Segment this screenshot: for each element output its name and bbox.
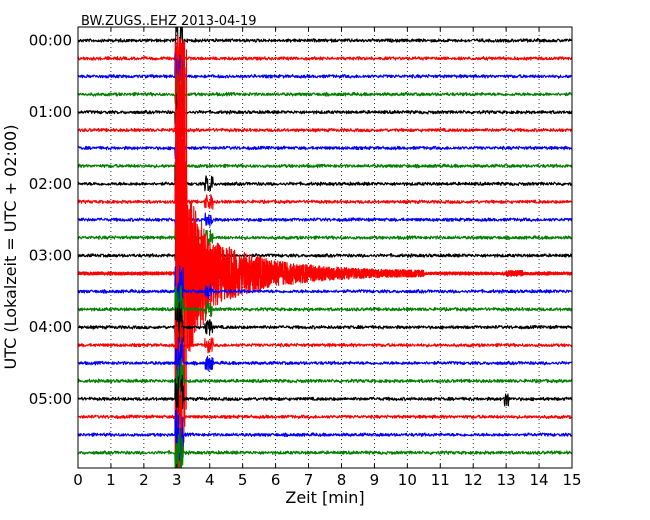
traces — [78, 27, 572, 468]
x-tick-label: 10 — [398, 471, 417, 489]
trace-row — [78, 409, 572, 461]
trace-row — [78, 122, 572, 170]
x-tick-label: 14 — [530, 471, 549, 489]
trace-row — [78, 178, 572, 225]
x-tick-label: 1 — [106, 471, 116, 489]
y-tick-label: 05:00 — [29, 390, 72, 408]
trace-row — [78, 212, 572, 262]
trace-row — [78, 284, 572, 333]
trace-row — [78, 27, 572, 66]
y-axis: 00:00 01:00 02:00 03:00 04:00 05:00 — [29, 32, 572, 408]
y-tick-label: 04:00 — [29, 318, 72, 336]
y-tick-label: 02:00 — [29, 175, 72, 193]
trace-row — [78, 358, 572, 406]
y-tick-label: 03:00 — [29, 247, 72, 265]
x-axis-label: Zeit [min] — [285, 488, 364, 507]
trace-row — [78, 301, 572, 354]
trace-row — [78, 233, 572, 281]
trace-row — [78, 72, 572, 120]
x-tick-label: 7 — [304, 471, 314, 489]
trace-row — [78, 391, 572, 440]
x-tick-label: 4 — [205, 471, 215, 489]
trace-row — [78, 34, 572, 468]
x-tick-label: 9 — [370, 471, 380, 489]
trace-row — [78, 265, 572, 316]
x-axis: 0 1 2 3 4 5 6 7 8 9 10 11 12 13 14 15 — [73, 27, 582, 489]
x-tick-label: 11 — [431, 471, 450, 489]
trace-row — [78, 87, 572, 138]
trace-row — [78, 337, 572, 384]
plot-frame — [77, 26, 573, 469]
x-tick-label: 13 — [497, 471, 516, 489]
x-tick-label: 15 — [562, 471, 581, 489]
trace-row — [78, 36, 572, 81]
x-tick-label: 8 — [337, 471, 347, 489]
trace-row — [78, 157, 572, 203]
x-tick-label: 6 — [271, 471, 281, 489]
x-tick-label: 2 — [139, 471, 149, 489]
trace-row — [78, 104, 572, 154]
trace-row — [78, 374, 572, 425]
trace-row — [78, 319, 572, 371]
x-tick-label: 12 — [464, 471, 483, 489]
y-tick-label: 00:00 — [29, 32, 72, 50]
chart-title: BW.ZUGS..EHZ 2013-04-19 — [81, 14, 257, 29]
x-tick-label: 3 — [172, 471, 182, 489]
trace-row — [78, 140, 572, 192]
x-tick-label: 5 — [238, 471, 248, 489]
trace-row — [78, 52, 572, 102]
trace-row — [78, 427, 572, 468]
x-tick-label: 0 — [73, 471, 83, 489]
y-tick-label: 01:00 — [29, 103, 72, 121]
y-axis-label: UTC (Lokalzeit = UTC + 02:00) — [1, 125, 20, 370]
trace-row — [78, 193, 572, 246]
